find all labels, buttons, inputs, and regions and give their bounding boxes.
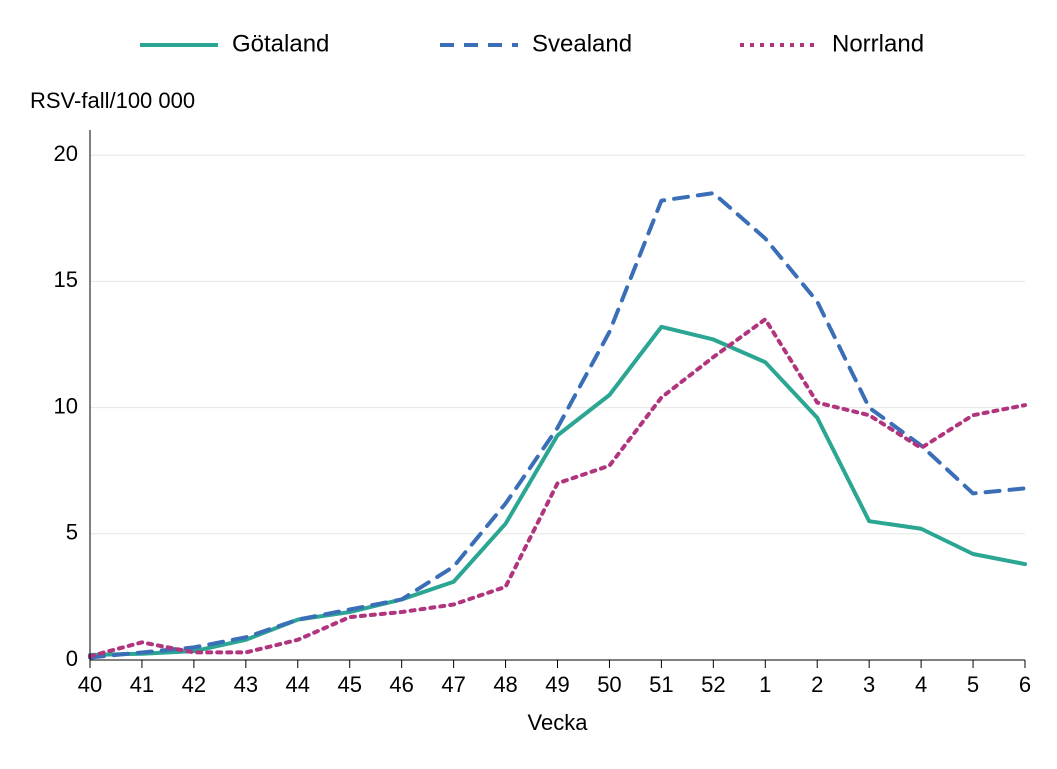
x-tick-label: 48 bbox=[493, 672, 517, 697]
y-axis-title: RSV-fall/100 000 bbox=[30, 88, 195, 113]
x-tick-label: 5 bbox=[967, 672, 979, 697]
legend-label-gotaland: Götaland bbox=[232, 30, 329, 57]
x-tick-label: 6 bbox=[1019, 672, 1031, 697]
y-tick-label: 0 bbox=[66, 646, 78, 671]
x-tick-label: 42 bbox=[182, 672, 206, 697]
x-tick-label: 51 bbox=[649, 672, 673, 697]
x-tick-label: 52 bbox=[701, 672, 725, 697]
x-tick-label: 49 bbox=[545, 672, 569, 697]
x-tick-label: 50 bbox=[597, 672, 621, 697]
x-tick-label: 43 bbox=[234, 672, 258, 697]
x-tick-label: 2 bbox=[811, 672, 823, 697]
x-tick-label: 40 bbox=[78, 672, 102, 697]
x-tick-label: 45 bbox=[337, 672, 361, 697]
x-tick-label: 1 bbox=[759, 672, 771, 697]
y-tick-label: 15 bbox=[54, 267, 78, 292]
chart-container: Götaland Svealand Norrland RSV-fall/100 000… bbox=[0, 0, 1057, 769]
y-tick-label: 10 bbox=[54, 393, 78, 418]
x-tick-label: 41 bbox=[130, 672, 154, 697]
line-chart: Götaland Svealand Norrland RSV-fall/100 000… bbox=[0, 0, 1057, 769]
legend-label-norrland: Norrland bbox=[832, 30, 924, 57]
x-tick-label: 47 bbox=[441, 672, 465, 697]
x-tick-label: 3 bbox=[863, 672, 875, 697]
legend-label-svealand: Svealand bbox=[532, 30, 632, 57]
x-tick-label: 46 bbox=[389, 672, 413, 697]
x-axis-title: Vecka bbox=[528, 710, 589, 735]
x-tick-label: 44 bbox=[286, 672, 310, 697]
y-tick-label: 20 bbox=[54, 141, 78, 166]
x-tick-label: 4 bbox=[915, 672, 927, 697]
y-tick-label: 5 bbox=[66, 520, 78, 545]
